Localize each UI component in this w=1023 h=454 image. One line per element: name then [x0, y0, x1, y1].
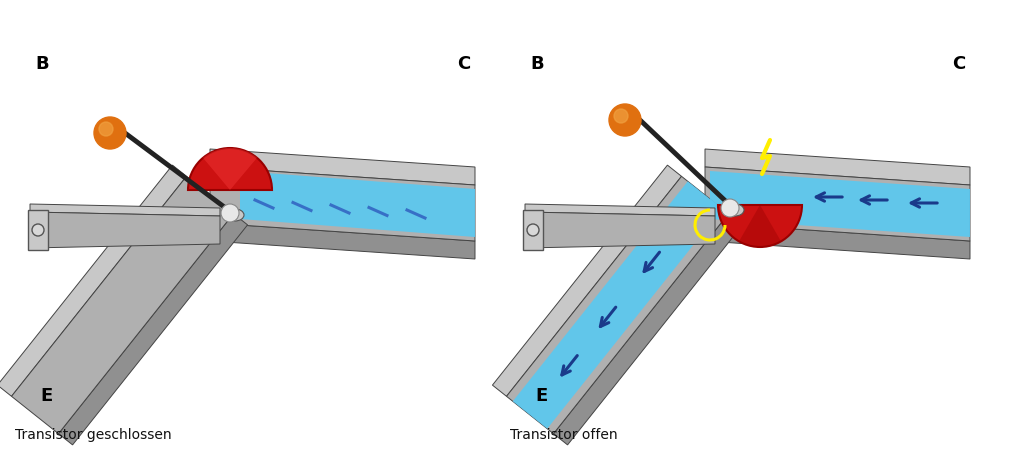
Polygon shape	[525, 204, 715, 216]
Circle shape	[527, 224, 539, 236]
Text: Transistor offen: Transistor offen	[510, 428, 618, 442]
Polygon shape	[710, 171, 970, 237]
Text: C: C	[951, 55, 965, 73]
Wedge shape	[188, 148, 272, 190]
Polygon shape	[30, 212, 220, 248]
Ellipse shape	[226, 209, 244, 221]
Text: E: E	[40, 387, 52, 405]
Text: B: B	[530, 55, 543, 73]
Polygon shape	[513, 181, 722, 429]
Circle shape	[32, 224, 44, 236]
Polygon shape	[705, 149, 970, 185]
Circle shape	[609, 104, 641, 136]
Polygon shape	[506, 176, 728, 434]
Circle shape	[221, 204, 239, 222]
Wedge shape	[718, 205, 802, 247]
Circle shape	[99, 122, 113, 136]
Circle shape	[614, 109, 628, 123]
Polygon shape	[28, 210, 48, 250]
Circle shape	[721, 199, 739, 217]
Polygon shape	[523, 210, 543, 250]
Polygon shape	[553, 214, 743, 445]
Circle shape	[94, 117, 126, 149]
Polygon shape	[210, 167, 475, 241]
Polygon shape	[525, 212, 715, 248]
Polygon shape	[705, 167, 970, 241]
Wedge shape	[739, 205, 781, 247]
Wedge shape	[203, 148, 257, 190]
Text: C: C	[456, 55, 470, 73]
Polygon shape	[492, 165, 681, 396]
Text: Transistor geschlossen: Transistor geschlossen	[15, 428, 172, 442]
Text: B: B	[35, 55, 49, 73]
Polygon shape	[30, 204, 220, 216]
Ellipse shape	[726, 204, 744, 216]
Text: E: E	[535, 387, 547, 405]
Polygon shape	[240, 171, 475, 237]
Polygon shape	[58, 214, 248, 445]
Polygon shape	[210, 149, 475, 185]
Polygon shape	[0, 165, 186, 396]
Polygon shape	[11, 176, 233, 434]
Polygon shape	[210, 223, 475, 259]
Polygon shape	[705, 223, 970, 259]
